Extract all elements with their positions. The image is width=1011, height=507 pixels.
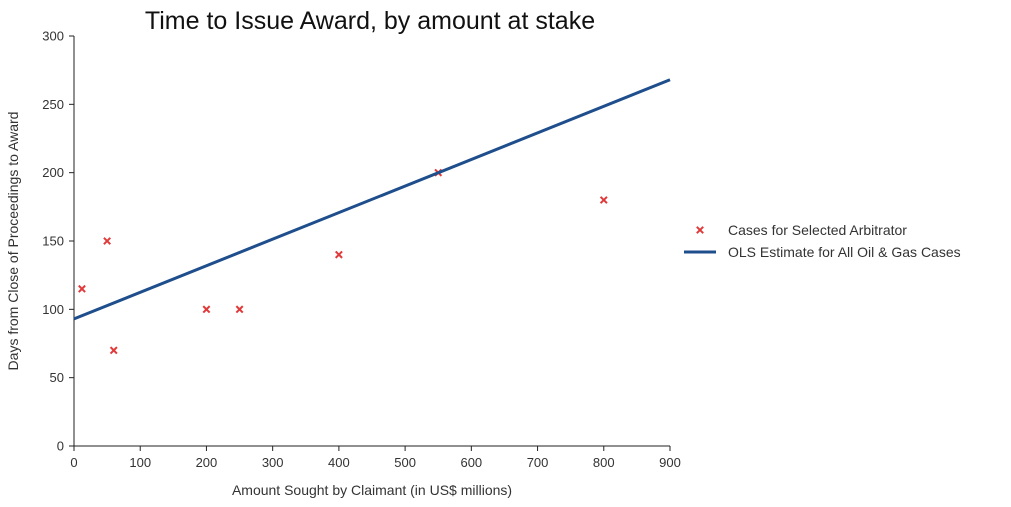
y-tick-label: 50	[50, 370, 64, 385]
scatter-point	[599, 196, 608, 204]
x-tick-label: 0	[70, 455, 77, 470]
y-axis-ticks: 0 50 100 150 200 250 300	[42, 29, 74, 454]
plot-area: 0 100 200 300 400 500 600 700 800 900 0 50 100 150 20…	[42, 29, 681, 471]
legend-item: Cases for Selected Arbitrator	[696, 222, 907, 238]
scatter-point	[202, 305, 211, 314]
x-tick-label: 200	[196, 455, 218, 470]
legend-marker-swatch	[696, 226, 704, 234]
y-tick-label: 100	[42, 302, 64, 317]
x-tick-label: 700	[527, 455, 549, 470]
legend-label: OLS Estimate for All Oil & Gas Cases	[728, 244, 961, 260]
x-tick-label: 600	[460, 455, 482, 470]
scatter-point	[334, 250, 343, 259]
scatter-point	[109, 346, 118, 355]
legend-item: OLS Estimate for All Oil & Gas Cases	[684, 244, 961, 260]
x-tick-label: 300	[262, 455, 284, 470]
legend-label: Cases for Selected Arbitrator	[728, 222, 907, 238]
x-axis-ticks: 0 100 200 300 400 500 600 700 800 900	[70, 446, 681, 470]
ols-estimate-line	[73, 78, 671, 321]
y-tick-label: 200	[42, 165, 64, 180]
chart-title: Time to Issue Award, by amount at stake	[145, 7, 595, 35]
y-axis-label: Days from Close of Proceedings to Award	[5, 112, 21, 371]
x-tick-label: 400	[328, 455, 350, 470]
x-tick-label: 800	[593, 455, 615, 470]
scatter-point	[78, 284, 86, 293]
scatter-point	[103, 237, 112, 245]
x-tick-label: 100	[129, 455, 151, 470]
y-tick-label: 250	[42, 97, 64, 112]
scatter-point	[235, 305, 244, 314]
x-axis-label: Amount Sought by Claimant (in US$ millio…	[232, 482, 512, 498]
x-tick-label: 900	[659, 455, 681, 470]
y-tick-label: 0	[57, 439, 64, 454]
series-layer	[73, 78, 671, 355]
y-tick-label: 150	[42, 234, 64, 249]
x-tick-label: 500	[394, 455, 416, 470]
legend: Cases for Selected Arbitrator OLS Estimat…	[684, 222, 961, 260]
y-tick-label: 300	[42, 29, 64, 44]
